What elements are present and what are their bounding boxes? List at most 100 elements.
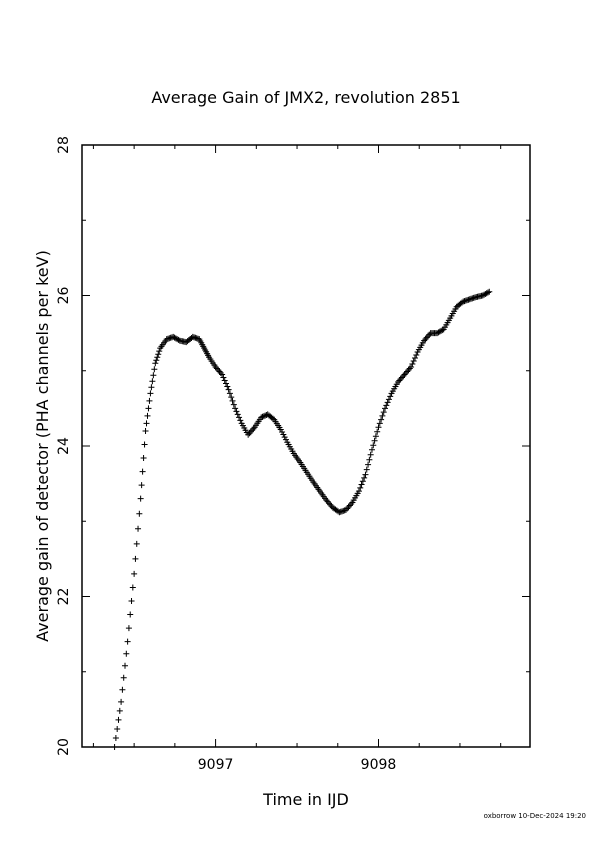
data-point: [372, 433, 379, 440]
data-point: [144, 412, 151, 419]
data-point: [228, 394, 235, 401]
data-point: [122, 662, 129, 669]
data-point: [137, 495, 144, 502]
axis-ticks: [82, 144, 530, 748]
data-point: [367, 451, 374, 458]
data-point: [216, 368, 223, 375]
data-point: [223, 380, 230, 387]
data-point: [215, 366, 222, 373]
footer-stamp: oxborrow 10-Dec-2024 19:20: [484, 812, 586, 820]
data-point: [363, 466, 370, 473]
data-point: [142, 427, 149, 434]
tick-labels: 20 22 24 26 28 9097 9098: [56, 136, 396, 773]
data-point: [146, 397, 153, 404]
data-point: [124, 638, 131, 645]
data-point: [247, 428, 254, 435]
data-point: [397, 376, 404, 383]
data-point: [143, 420, 150, 427]
y-axis-label: Average gain of detector (PHA channels p…: [33, 250, 52, 642]
data-point: [260, 413, 267, 420]
data-point: [376, 420, 383, 427]
data-point: [151, 366, 158, 373]
data-point: [379, 412, 386, 419]
data-point: [365, 461, 372, 468]
data-point: [413, 351, 420, 358]
x-tick-label: 9097: [198, 757, 234, 773]
data-point: [404, 368, 411, 375]
data-point: [439, 327, 446, 334]
data-point: [236, 414, 243, 421]
data-point: [486, 288, 493, 295]
data-point: [426, 331, 433, 338]
data-point: [361, 474, 368, 481]
data-point: [484, 289, 491, 296]
x-axis-label: Time in IJD: [262, 790, 349, 809]
data-point: [129, 584, 136, 591]
x-tick-label: 9098: [361, 757, 397, 773]
data-point: [406, 365, 413, 372]
data-point: [358, 481, 365, 488]
data-point: [154, 354, 161, 361]
data-point: [259, 413, 266, 420]
data-point: [145, 405, 152, 412]
data-point: [217, 370, 224, 377]
data-point: [131, 570, 138, 577]
data-point: [115, 716, 122, 723]
data-point: [400, 373, 407, 380]
data-point: [128, 598, 135, 605]
data-point: [175, 336, 182, 343]
data-point: [423, 334, 430, 341]
data-point: [147, 390, 154, 397]
data-point: [402, 370, 409, 377]
plot-frame: [81, 144, 531, 748]
data-point: [277, 426, 284, 433]
data-point: [269, 415, 276, 422]
data-point: [127, 611, 134, 618]
data-point: [345, 503, 352, 510]
data-points: [111, 288, 493, 750]
data-point: [114, 725, 121, 732]
data-point: [258, 414, 265, 421]
data-point: [156, 348, 163, 355]
data-point: [401, 371, 408, 378]
data-point: [425, 333, 432, 340]
data-point: [233, 408, 240, 415]
data-point: [325, 500, 332, 507]
data-point: [279, 429, 286, 436]
data-point: [112, 734, 119, 741]
chart-title: Average Gain of JMX2, revolution 2851: [151, 88, 460, 107]
data-point: [383, 402, 390, 409]
data-point: [224, 383, 231, 390]
data-point: [141, 441, 148, 448]
data-point: [366, 456, 373, 463]
data-point: [120, 674, 127, 681]
data-point: [324, 498, 331, 505]
data-point: [405, 366, 412, 373]
data-point: [220, 374, 227, 381]
data-point: [232, 405, 239, 412]
data-point: [371, 437, 378, 444]
data-point: [370, 442, 377, 449]
data-point: [213, 365, 220, 372]
data-point: [384, 399, 391, 406]
data-point: [125, 625, 132, 632]
data-point: [118, 698, 125, 705]
data-point: [396, 377, 403, 384]
data-point: [374, 428, 381, 435]
data-point: [249, 427, 256, 434]
data-point: [132, 555, 139, 562]
data-point: [123, 650, 130, 657]
data-point: [250, 425, 257, 432]
data-point: [148, 384, 155, 391]
data-point: [380, 409, 387, 416]
data-point: [422, 336, 429, 343]
data-point: [342, 506, 349, 513]
data-point: [116, 707, 123, 714]
data-point: [368, 446, 375, 453]
data-point: [139, 468, 146, 475]
data-point: [362, 471, 369, 478]
data-point: [246, 430, 253, 437]
y-tick-label: 26: [56, 287, 72, 305]
data-point: [385, 396, 392, 403]
data-point: [408, 363, 415, 370]
